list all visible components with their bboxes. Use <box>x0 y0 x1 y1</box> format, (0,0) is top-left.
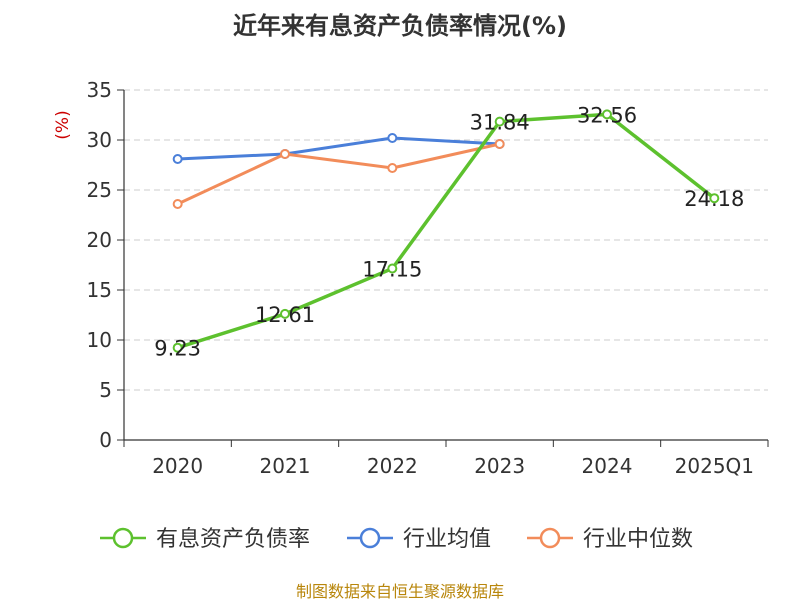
series-2 <box>172 139 505 209</box>
data-point <box>172 154 183 164</box>
source-note: 制图数据来自恒生聚源数据库 <box>295 582 504 601</box>
x-tick-label: 2021 <box>260 454 311 478</box>
x-tick-label: 2020 <box>152 454 203 478</box>
data-label: 12.61 <box>255 303 315 327</box>
x-tick-label: 2022 <box>367 454 418 478</box>
data-point <box>172 199 183 209</box>
series-line <box>176 142 502 206</box>
chart-title: 近年来有息资产负债率情况(%) <box>233 12 567 40</box>
legend-swatch-marker <box>112 527 134 549</box>
x-tick-label: 2025Q1 <box>675 454 754 478</box>
y-axis-label: (%) <box>53 110 73 139</box>
legend-label: 有息资产负债率 <box>156 527 310 552</box>
x-tick-label: 2023 <box>474 454 525 478</box>
series-1 <box>172 133 505 164</box>
data-point <box>602 109 612 120</box>
series <box>172 109 720 353</box>
series-line <box>175 112 717 350</box>
y-tick-label: 35 <box>87 78 112 102</box>
legend-label: 行业中位数 <box>583 527 693 552</box>
legend-item-2[interactable]: 行业中位数 <box>527 527 693 552</box>
grid-lines <box>124 89 768 391</box>
legend[interactable]: 有息资产负债率 行业均值 行业中位数 <box>100 527 693 552</box>
data-label: 32.56 <box>577 103 637 127</box>
data-point <box>494 139 505 149</box>
y-tick-label: 10 <box>87 328 112 352</box>
data-label: 9.23 <box>154 337 201 361</box>
legend-swatch-marker <box>359 527 381 549</box>
data-label: 17.15 <box>362 258 422 282</box>
data-point <box>494 116 505 127</box>
y-tick-label: 20 <box>87 228 112 252</box>
y-tick-label: 5 <box>99 378 112 402</box>
x-tick-label: 2024 <box>582 454 633 478</box>
data-point <box>387 263 398 274</box>
data-point <box>709 193 720 204</box>
data-point <box>280 149 290 159</box>
data-point <box>387 163 398 173</box>
y-tick-label: 0 <box>99 428 112 452</box>
y-tick-label: 30 <box>87 128 112 152</box>
data-label: 31.84 <box>470 111 530 135</box>
legend-item-0[interactable]: 有息资产负债率 <box>100 527 310 552</box>
y-tick-label: 25 <box>87 178 112 202</box>
legend-item-1[interactable]: 行业均值 <box>347 527 491 552</box>
series-0 <box>172 109 720 353</box>
data-point <box>387 133 398 143</box>
axes: 0 5 10 15 20 25 30 35 2020 2021 2022 2023 2024 2025Q1 <box>87 78 769 478</box>
legend-swatch-marker <box>539 527 561 549</box>
series-line <box>176 136 502 161</box>
data-label: 24.18 <box>684 187 744 211</box>
data-point <box>172 342 183 353</box>
y-tick-label: 15 <box>87 278 112 302</box>
legend-label: 行业均值 <box>403 527 491 552</box>
data-point <box>280 308 290 319</box>
data-labels: 9.23 12.61 17.15 31.84 32.56 24.18 <box>154 103 744 360</box>
